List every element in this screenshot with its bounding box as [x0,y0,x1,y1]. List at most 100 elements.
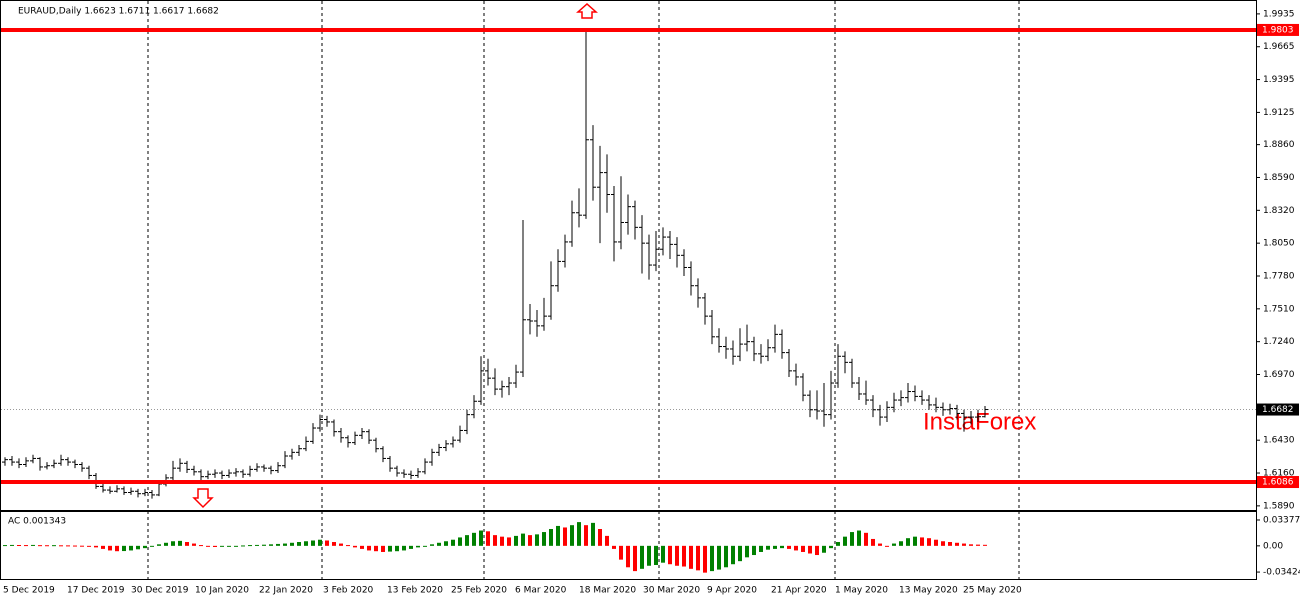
up-arrow [576,2,598,19]
ac-bar [136,545,140,550]
ac-bar [549,528,553,546]
ac-bar [297,542,301,546]
ac-bar [570,525,574,546]
ac-bar [332,542,336,546]
ac-bar [164,542,168,546]
ac-bar [598,528,602,546]
ac-bar [423,545,427,547]
ac-bar [269,544,273,546]
ac-bar [871,538,875,546]
ac-bar [808,545,812,554]
ac-bar [24,545,28,547]
ac-bar [122,545,126,552]
ac-bar [185,542,189,546]
ac-bar [409,545,413,549]
ac-bar [927,538,931,546]
ac-bar [899,541,903,546]
ac-bar [682,545,686,567]
ac-bar [794,545,798,551]
ac-bar [612,545,616,549]
ac-bar [248,545,252,547]
ac-bar [724,545,728,568]
y-tick-label: 1.8050 [1263,239,1295,249]
x-tick-label: 17 Dec 2019 [67,586,125,596]
ac-bar [479,530,483,546]
y-tick-label: 1.6970 [1263,370,1295,380]
level-label-box [1257,23,1299,36]
y-tick-label: -0.03424 [1263,568,1300,578]
ac-bar [948,542,952,546]
ac-bar [640,545,644,569]
ac-bar [101,545,105,549]
ac-bar [976,544,980,546]
y-tick-label: 1.8590 [1263,173,1295,183]
last-price-label: 1.6682 [1262,405,1294,415]
ac-bar [129,545,133,551]
ac-bar [157,544,161,546]
x-tick-label: 25 May 2020 [963,586,1022,596]
ac-bar [514,535,518,546]
ac-bar [542,532,546,546]
ac-bar [850,532,854,546]
ac-bar [710,545,714,572]
ac-bar [234,545,238,547]
ac-bar [500,536,504,546]
ac-bar [983,544,987,546]
ac-bar [892,543,896,546]
ac-bar [199,545,203,547]
ac-bar [444,541,448,546]
ac-bar [437,542,441,546]
x-tick-label: 1 May 2020 [835,586,888,596]
ac-bar [507,537,511,546]
x-tick-label: 30 Dec 2019 [131,586,189,596]
ac-bar [73,545,77,547]
down-arrow [192,488,214,509]
ac-bar [374,545,378,552]
ac-bar [31,544,35,546]
ac-bar [304,541,308,546]
ac-bar [829,545,833,549]
y-tick-label: 1.9935 [1263,9,1295,19]
level-label: 1.9803 [1262,25,1294,35]
ac-bar [66,545,70,547]
ac-bar [360,545,364,549]
ac-bar [696,545,700,571]
ac-bar [283,543,287,546]
ac-bar [80,545,84,547]
ac-bar [241,545,245,547]
ac-bar [388,545,392,552]
ac-bar [493,535,497,546]
ac-bar [143,545,147,549]
y-tick-label: 1.9665 [1263,42,1295,52]
ac-bar [213,545,217,547]
ac-bar [87,545,91,547]
ac-bar [535,534,539,546]
ac-bar [451,539,455,546]
ac-bar [843,536,847,546]
y-tick-label: 1.8860 [1263,140,1295,150]
y-tick-label: 1.7510 [1263,304,1295,314]
ac-bar [962,543,966,546]
ac-bar [745,545,749,558]
x-tick-label: 30 Mar 2020 [643,586,700,596]
ac-bar [591,522,595,546]
ac-bar [430,544,434,546]
ac-bar [584,525,588,546]
ac-bar [885,545,889,547]
ac-bar [878,543,882,546]
ac-bar [577,522,581,546]
ac-bar [647,545,651,566]
ac-bar [3,545,7,547]
y-tick-label: 1.6430 [1263,436,1295,446]
ac-bar [206,545,210,547]
ac-bar [668,545,672,565]
ac-bar [220,545,224,547]
ac-bar [59,545,63,547]
ac-bar [955,542,959,546]
ac-bar [661,545,665,563]
x-tick-label: 25 Feb 2020 [451,586,507,596]
ac-bar [815,545,819,556]
ac-bar [857,530,861,546]
